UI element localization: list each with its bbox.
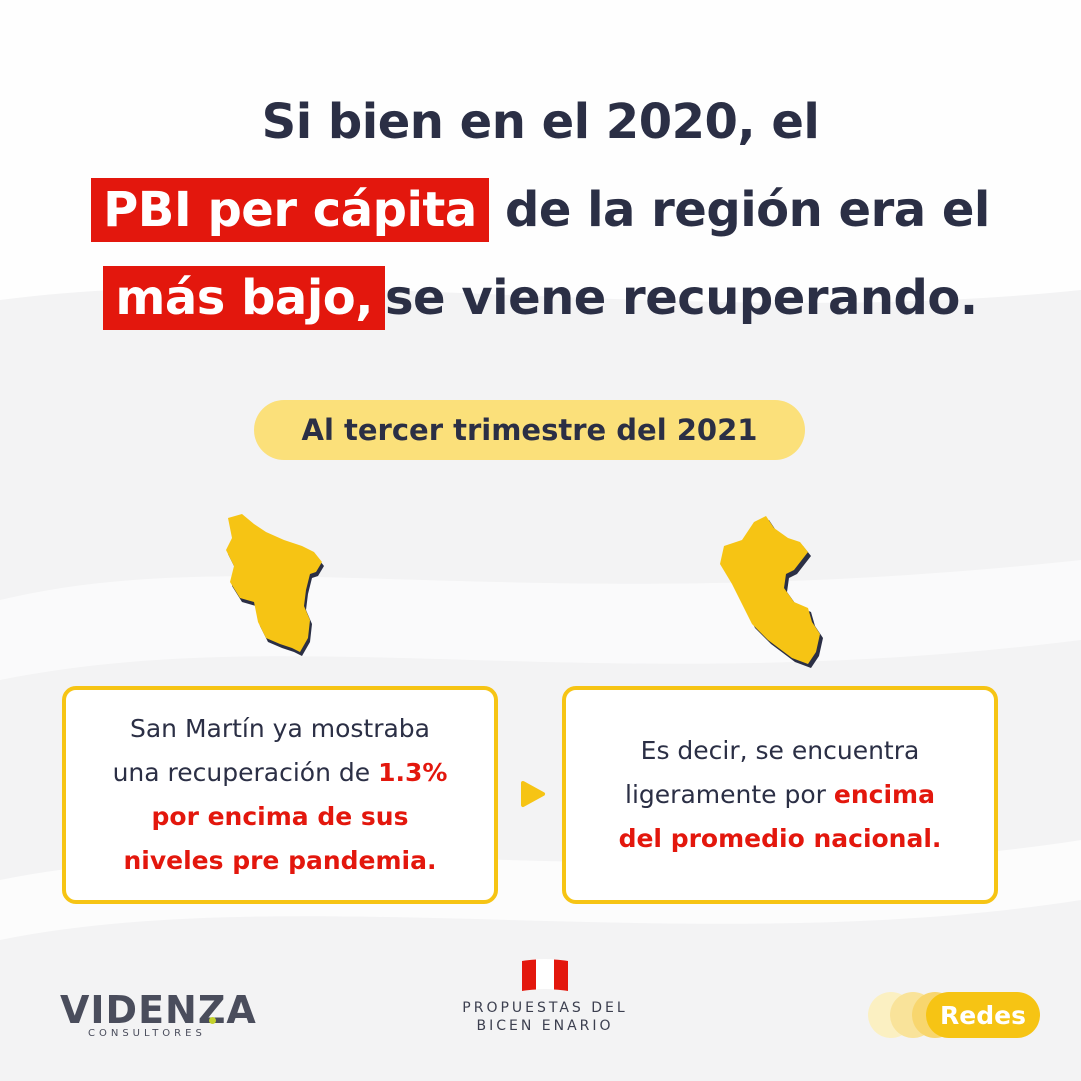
period-pill: Al tercer trimestre del 2021 (254, 400, 805, 460)
videnza-name: VIDENZA (60, 988, 257, 1032)
redes-label: Redes (940, 1000, 1026, 1030)
peru-map-icon (720, 516, 823, 668)
san-martin-map-icon (226, 514, 324, 656)
recovery-value: 1.3% (378, 758, 448, 787)
national-card-highlight-b: del promedio nacional. (618, 824, 942, 853)
san-martin-card-line3: por encima de sus (151, 802, 409, 831)
redes-pill: Redes (926, 992, 1040, 1038)
san-martin-card: San Martín ya mostraba una recuperación … (62, 686, 498, 904)
national-card-line1: Es decir, se encuentra (640, 736, 920, 765)
videnza-dot-icon (209, 1017, 216, 1024)
san-martin-card-line2: una recuperación de (112, 758, 371, 787)
period-pill-label: Al tercer trimestre del 2021 (301, 413, 758, 447)
redes-badge: Redes (868, 992, 1040, 1038)
national-card-highlight-a: encima (833, 780, 935, 809)
peru-flag-icon (522, 959, 568, 991)
headline-highlight-pbi: PBI per cápita (91, 178, 489, 242)
san-martin-card-line4: niveles pre pandemia. (123, 846, 437, 875)
national-average-card: Es decir, se encuentra ligeramente por e… (562, 686, 998, 904)
bicentenario-line2: BICEN ENARIO (476, 1018, 614, 1034)
bicentenario-line1: PROPUESTAS DEL (462, 1000, 628, 1016)
headline-line2: de la región era el (504, 182, 990, 238)
videnza-subtitle: CONSULTORES (88, 1028, 206, 1039)
national-card-line2: ligeramente por (625, 780, 826, 809)
headline-line3: se viene recuperando. (384, 270, 978, 326)
videnza-logo: VIDENZA CONSULTORES (60, 990, 257, 1039)
bicentenario-logo: PROPUESTAS DEL BICEN ENARIO (440, 955, 650, 1035)
play-arrow-icon (521, 781, 545, 807)
headline-highlight-bajo: más bajo, (103, 266, 385, 330)
headline: Si bien en el 2020, el PBI per cápita de… (0, 78, 1081, 342)
headline-line1: Si bien en el 2020, el (261, 94, 820, 150)
san-martin-card-line1: San Martín ya mostraba (129, 714, 430, 743)
